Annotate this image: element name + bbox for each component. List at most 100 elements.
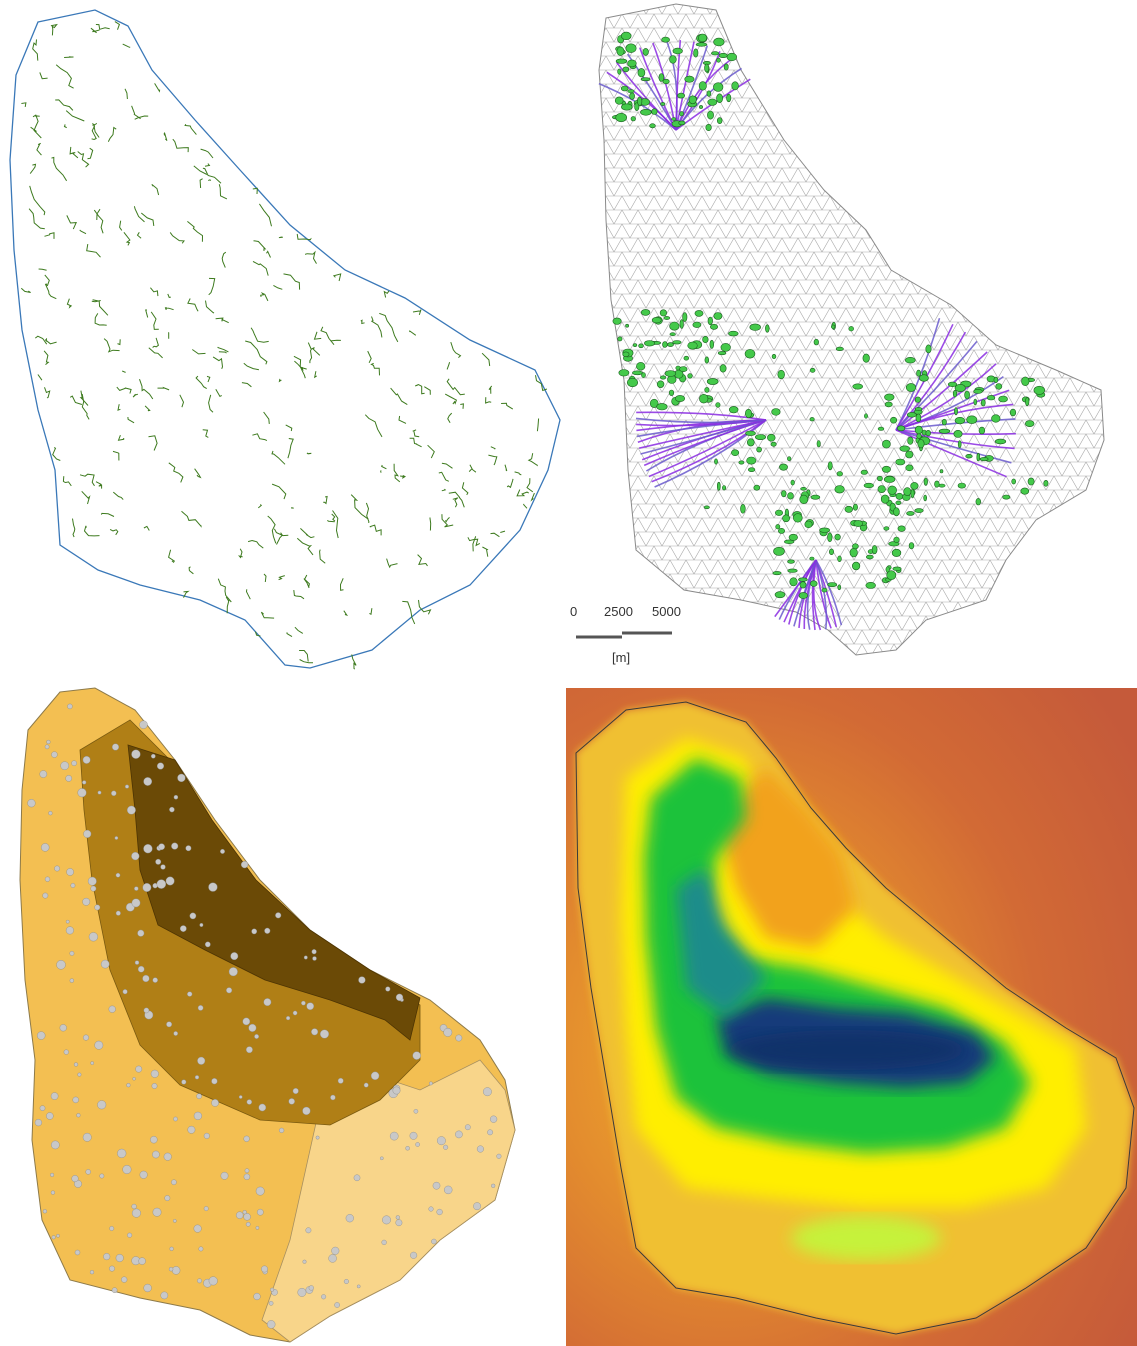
stream-segment (136, 232, 142, 239)
cave-blob (695, 42, 708, 47)
cave-blob (906, 511, 915, 516)
karst-spot (90, 885, 97, 892)
pathline (640, 419, 767, 455)
cave-blob (779, 463, 788, 471)
cave-blob (882, 439, 891, 449)
cave-blob (682, 312, 688, 322)
stream-segment (200, 148, 214, 159)
cave-blob (966, 415, 978, 424)
stream-segment (44, 338, 57, 345)
stream-segment (530, 492, 535, 502)
stream-segment (127, 416, 135, 424)
cave-blob (767, 433, 776, 442)
stream-segment (441, 514, 454, 528)
cave-blob (627, 89, 635, 94)
karst-spot (143, 844, 153, 854)
stream-segment (34, 335, 48, 345)
stream-segment (215, 317, 229, 324)
karst-spot (134, 886, 139, 891)
karst-spot (496, 1153, 502, 1159)
pathline (895, 340, 978, 431)
stream-segment (369, 608, 373, 615)
stream-segment (500, 530, 506, 533)
karst-spot (428, 1206, 434, 1212)
stream-segment (429, 517, 432, 531)
stream-segment (119, 220, 123, 231)
cave-blob (787, 568, 798, 573)
karst-spot (37, 1031, 46, 1040)
cave-blob (775, 509, 784, 516)
cave-blob (905, 383, 917, 392)
karst-spot (243, 1173, 251, 1180)
cave-blob (877, 426, 885, 431)
stream-segment (327, 519, 335, 523)
cave-blob (677, 92, 685, 99)
cave-blob (1009, 408, 1017, 417)
cave-blob (887, 485, 897, 495)
stream-segment (286, 632, 293, 638)
karst-spot (156, 879, 167, 889)
scale-unit: [m] (612, 650, 631, 665)
cave-blob (765, 324, 770, 333)
karst-spot (464, 1124, 471, 1131)
stream-segment (535, 375, 548, 392)
karst-spot (150, 1136, 158, 1144)
cave-blob (640, 309, 651, 316)
karst-spot (267, 1320, 276, 1329)
karst-spot (306, 1002, 315, 1011)
stream-segment (469, 464, 477, 473)
cave-blob (617, 68, 622, 75)
karst-spot (353, 1174, 361, 1182)
cave-blob (827, 582, 838, 587)
cave-blob (662, 341, 668, 348)
cave-blob (625, 43, 637, 53)
stream-segment (72, 518, 76, 538)
karst-spot (412, 1051, 421, 1060)
cave-blob (934, 480, 940, 488)
stream-segment (32, 39, 39, 61)
cave-blob (987, 395, 996, 401)
karst-spot (301, 1000, 306, 1006)
karst-spot (134, 960, 140, 965)
cave-blob (979, 457, 989, 462)
cave-blob (662, 78, 670, 85)
pathline (675, 78, 751, 131)
cave-blob (877, 485, 886, 493)
stream-segment (218, 351, 227, 354)
karst-spot (263, 998, 272, 1006)
cave-blob (632, 343, 638, 348)
stream-segment (526, 478, 534, 493)
stream-segment (427, 444, 435, 459)
karst-spot (382, 1215, 391, 1225)
cave-blob (978, 426, 986, 435)
karst-spot (193, 1111, 203, 1121)
stream-segment (527, 453, 538, 467)
cave-blob (715, 402, 721, 408)
stream-segment (516, 489, 529, 497)
karst-spot (71, 1175, 79, 1183)
karst-spot (226, 987, 233, 994)
karst-spot (168, 1267, 174, 1272)
stream-segment (276, 532, 283, 545)
karst-spot (111, 743, 119, 751)
cave-blob (656, 403, 668, 411)
cave-blob (941, 418, 947, 426)
raster-coastline (575, 701, 1135, 1335)
karst-spot (395, 1215, 400, 1220)
karst-spot (152, 977, 158, 983)
cave-blob (954, 407, 958, 416)
cave-blob (914, 425, 923, 435)
karst-spot (264, 927, 271, 934)
karst-spot (436, 1136, 446, 1146)
stream-segment (350, 494, 369, 520)
stream-segment (188, 566, 194, 575)
stream-segment (485, 397, 492, 404)
stream-segment (194, 468, 202, 479)
cave-blob (1025, 420, 1035, 427)
karst-spot (196, 1093, 202, 1100)
karst-spot (363, 1082, 369, 1088)
cave-blob (704, 356, 710, 364)
karst-spot (87, 876, 97, 886)
karst-spot (99, 1173, 105, 1179)
karst-spot (328, 1254, 337, 1263)
